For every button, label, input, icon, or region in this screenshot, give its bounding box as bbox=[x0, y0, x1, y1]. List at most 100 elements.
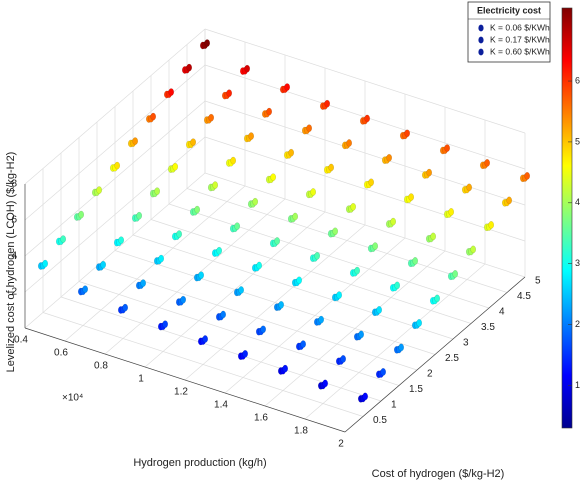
point bbox=[340, 355, 347, 363]
legend-title: Electricity cost bbox=[477, 5, 541, 15]
point bbox=[78, 210, 84, 219]
point bbox=[488, 221, 495, 229]
point bbox=[376, 306, 383, 314]
point bbox=[194, 205, 200, 214]
colorbar-tick-label: 2 bbox=[575, 319, 580, 329]
point bbox=[136, 211, 142, 220]
point bbox=[364, 114, 371, 123]
point bbox=[150, 112, 156, 121]
point bbox=[158, 254, 164, 263]
point bbox=[386, 153, 393, 162]
legend-label: K = 0.60 $/KWh bbox=[490, 46, 550, 56]
point bbox=[404, 129, 411, 138]
point bbox=[390, 217, 397, 226]
z-tick-label: 8 bbox=[11, 179, 17, 190]
point bbox=[466, 183, 473, 192]
point bbox=[226, 89, 232, 97]
z-tick-label: 4 bbox=[11, 251, 17, 262]
point bbox=[380, 368, 387, 376]
point bbox=[322, 379, 329, 388]
point bbox=[186, 63, 192, 72]
point bbox=[212, 181, 218, 189]
point bbox=[448, 208, 455, 216]
point bbox=[292, 212, 299, 221]
point bbox=[234, 222, 240, 230]
grid-line bbox=[78, 281, 400, 386]
point bbox=[506, 196, 513, 205]
point bbox=[266, 107, 273, 116]
point bbox=[430, 232, 437, 241]
point bbox=[346, 139, 353, 147]
point bbox=[350, 202, 357, 211]
point bbox=[140, 279, 146, 287]
y-tick-label: 0.5 bbox=[373, 415, 387, 426]
z-tick-label: 6 bbox=[11, 215, 17, 226]
point bbox=[168, 88, 174, 96]
point bbox=[248, 132, 254, 140]
x-tick-label: 0.4 bbox=[14, 335, 28, 346]
x-tick-label: 1.6 bbox=[254, 413, 268, 424]
point bbox=[118, 236, 124, 244]
grid-line bbox=[132, 234, 454, 340]
y-tick-label: 4.5 bbox=[517, 291, 531, 302]
x-tick-label: 1 bbox=[138, 374, 144, 385]
point bbox=[328, 163, 335, 172]
x-axis-title: Hydrogen production (kg/h) bbox=[133, 457, 266, 469]
point bbox=[230, 156, 236, 165]
point bbox=[310, 188, 317, 196]
point bbox=[332, 227, 339, 236]
point bbox=[208, 113, 214, 122]
point bbox=[198, 271, 204, 280]
point bbox=[394, 281, 401, 290]
colorbar-tick-label: 1 bbox=[575, 380, 580, 390]
point bbox=[270, 173, 277, 181]
point bbox=[190, 138, 196, 146]
point bbox=[82, 285, 88, 294]
y-tick-label: 1.5 bbox=[409, 384, 423, 395]
point bbox=[172, 162, 178, 171]
point bbox=[484, 159, 491, 167]
point bbox=[220, 310, 226, 319]
point bbox=[162, 320, 168, 329]
point bbox=[274, 237, 281, 245]
y-axis-line bbox=[344, 276, 526, 433]
point bbox=[434, 294, 441, 303]
grid-line bbox=[186, 188, 508, 293]
point bbox=[452, 270, 459, 278]
x-tick-label: 1.4 bbox=[214, 400, 228, 411]
legend-marker bbox=[478, 48, 484, 56]
y-tick-label: 4 bbox=[499, 307, 505, 318]
y-axis-title: Cost of hydrogen ($/kg-H2) bbox=[372, 468, 505, 480]
y-tick-label: 3.5 bbox=[481, 322, 495, 333]
y-tick-label: 3 bbox=[463, 338, 469, 349]
point bbox=[244, 64, 250, 73]
z-tick-label: 2 bbox=[11, 287, 17, 298]
x-tick-label: 0.6 bbox=[54, 348, 68, 359]
point bbox=[306, 124, 313, 132]
grid-line bbox=[42, 312, 364, 417]
x-tick-label: 1.8 bbox=[294, 426, 308, 437]
colorbar-tick-label: 3 bbox=[575, 258, 580, 268]
point bbox=[318, 315, 325, 324]
point bbox=[204, 39, 210, 47]
point bbox=[114, 161, 120, 170]
point bbox=[470, 245, 477, 254]
colorbar bbox=[561, 7, 573, 429]
point bbox=[336, 291, 343, 299]
grid-line bbox=[150, 219, 472, 324]
point bbox=[300, 340, 307, 348]
colorbar-tick-label: 4 bbox=[575, 197, 580, 207]
point bbox=[288, 148, 295, 157]
point bbox=[284, 83, 291, 91]
point bbox=[256, 261, 263, 270]
point bbox=[444, 144, 451, 152]
legend-label: K = 0.17 $/KWh bbox=[490, 34, 550, 44]
x-axis-line bbox=[24, 327, 346, 433]
point bbox=[96, 186, 102, 194]
grid-line bbox=[96, 265, 418, 371]
point bbox=[154, 187, 160, 195]
x-tick-label: 2 bbox=[338, 439, 344, 450]
point bbox=[132, 137, 138, 145]
point bbox=[416, 319, 423, 327]
